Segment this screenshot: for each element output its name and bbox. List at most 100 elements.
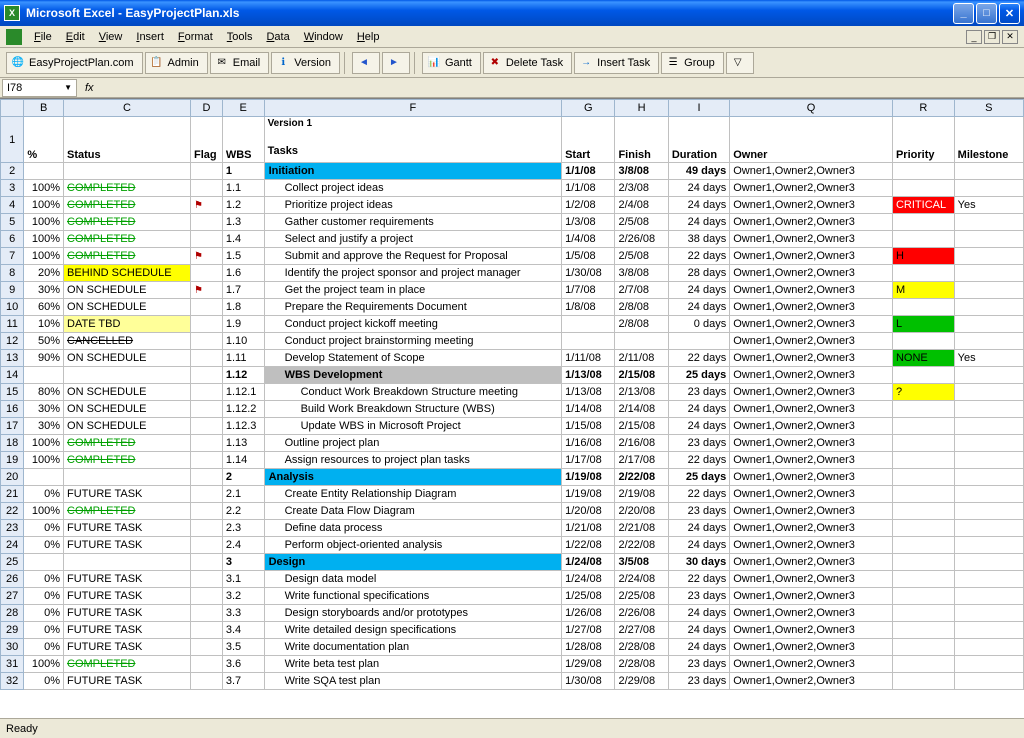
cell-owner[interactable]: Owner1,Owner2,Owner3 [730, 639, 893, 656]
cell-flag[interactable] [191, 486, 223, 503]
version-button[interactable]: ℹVersion [271, 52, 340, 74]
cell-priority[interactable] [892, 163, 954, 180]
cell-finish[interactable] [615, 333, 668, 350]
cell-finish[interactable]: 3/8/08 [615, 163, 668, 180]
row-header-20[interactable]: 20 [1, 469, 24, 486]
cell-owner[interactable]: Owner1,Owner2,Owner3 [730, 384, 893, 401]
cell-finish[interactable]: 2/3/08 [615, 180, 668, 197]
cell-start[interactable]: 1/19/08 [562, 469, 615, 486]
sheet-header-wbs[interactable]: WBS [222, 117, 264, 163]
cell-status[interactable]: COMPLETED [64, 214, 191, 231]
select-all-corner[interactable] [1, 100, 24, 117]
cell-finish[interactable]: 3/8/08 [615, 265, 668, 282]
cell-priority[interactable]: H [892, 248, 954, 265]
cell-priority[interactable] [892, 435, 954, 452]
cell-priority[interactable] [892, 605, 954, 622]
sheet-header-flag[interactable]: Flag [191, 117, 223, 163]
cell-status[interactable]: ON SCHEDULE [64, 401, 191, 418]
cell-task[interactable]: Write SQA test plan [264, 673, 562, 690]
sheet-header-priority[interactable]: Priority [892, 117, 954, 163]
cell-owner[interactable]: Owner1,Owner2,Owner3 [730, 605, 893, 622]
cell-duration[interactable]: 24 days [668, 282, 729, 299]
cell-milestone[interactable] [954, 265, 1023, 282]
name-box[interactable]: I78 ▼ [2, 79, 77, 97]
cell-duration[interactable]: 24 days [668, 401, 729, 418]
cell-start[interactable]: 1/30/08 [562, 673, 615, 690]
cell-owner[interactable]: Owner1,Owner2,Owner3 [730, 316, 893, 333]
cell-flag[interactable] [191, 299, 223, 316]
cell-priority[interactable] [892, 554, 954, 571]
cell-start[interactable]: 1/24/08 [562, 554, 615, 571]
cell-duration[interactable]: 22 days [668, 571, 729, 588]
cell-status[interactable]: COMPLETED [64, 248, 191, 265]
cell-start[interactable]: 1/27/08 [562, 622, 615, 639]
cell-pct[interactable]: 30% [24, 282, 64, 299]
cell-pct[interactable]: 10% [24, 316, 64, 333]
cell-pct[interactable]: 30% [24, 401, 64, 418]
cell-pct[interactable]: 100% [24, 180, 64, 197]
spreadsheet-grid[interactable]: BCDEFGHIQRS1%StatusFlagWBSVersion 1Tasks… [0, 98, 1024, 732]
cell-status[interactable]: DATE TBD [64, 316, 191, 333]
cell-wbs[interactable]: 1 [222, 163, 264, 180]
cell-status[interactable]: FUTURE TASK [64, 520, 191, 537]
row-header-2[interactable]: 2 [1, 163, 24, 180]
cell-duration[interactable]: 24 days [668, 605, 729, 622]
cell-task[interactable]: Write beta test plan [264, 656, 562, 673]
cell-status[interactable]: ON SCHEDULE [64, 418, 191, 435]
cell-task[interactable]: Conduct project kickoff meeting [264, 316, 562, 333]
cell-priority[interactable] [892, 401, 954, 418]
cell-task[interactable]: Design storyboards and/or prototypes [264, 605, 562, 622]
cell-status[interactable] [64, 554, 191, 571]
cell-finish[interactable]: 2/26/08 [615, 605, 668, 622]
cell-status[interactable]: CANCELLED [64, 333, 191, 350]
col-header-G[interactable]: G [562, 100, 615, 117]
cell-status[interactable]: FUTURE TASK [64, 537, 191, 554]
cell-pct[interactable]: 0% [24, 673, 64, 690]
cell-pct[interactable]: 100% [24, 248, 64, 265]
cell-owner[interactable]: Owner1,Owner2,Owner3 [730, 367, 893, 384]
cell-wbs[interactable]: 1.9 [222, 316, 264, 333]
cell-task[interactable]: Gather customer requirements [264, 214, 562, 231]
cell-owner[interactable]: Owner1,Owner2,Owner3 [730, 622, 893, 639]
cell-wbs[interactable]: 2 [222, 469, 264, 486]
cell-flag[interactable] [191, 435, 223, 452]
row-header-8[interactable]: 8 [1, 265, 24, 282]
sheet-header-tasks[interactable]: Version 1Tasks [264, 117, 562, 163]
cell-flag[interactable] [191, 452, 223, 469]
cell-task[interactable]: Write functional specifications [264, 588, 562, 605]
col-header-R[interactable]: R [892, 100, 954, 117]
cell-finish[interactable]: 2/29/08 [615, 673, 668, 690]
cell-owner[interactable]: Owner1,Owner2,Owner3 [730, 435, 893, 452]
cell-duration[interactable]: 38 days [668, 231, 729, 248]
cell-task[interactable]: Build Work Breakdown Structure (WBS) [264, 401, 562, 418]
cell-status[interactable]: FUTURE TASK [64, 605, 191, 622]
cell-wbs[interactable]: 3.2 [222, 588, 264, 605]
cell-finish[interactable]: 2/22/08 [615, 469, 668, 486]
cell-status[interactable]: FUTURE TASK [64, 571, 191, 588]
row-header-4[interactable]: 4 [1, 197, 24, 214]
cell-start[interactable]: 1/24/08 [562, 571, 615, 588]
cell-wbs[interactable]: 3.6 [222, 656, 264, 673]
cell-flag[interactable] [191, 231, 223, 248]
cell-start[interactable]: 1/7/08 [562, 282, 615, 299]
cell-priority[interactable] [892, 367, 954, 384]
cell-status[interactable]: COMPLETED [64, 435, 191, 452]
cell-pct[interactable]: 60% [24, 299, 64, 316]
doc-restore-button[interactable]: ❐ [984, 30, 1000, 44]
cell-priority[interactable] [892, 520, 954, 537]
admin-button[interactable]: 📋Admin [145, 52, 208, 74]
cell-priority[interactable] [892, 452, 954, 469]
menu-data[interactable]: Data [260, 29, 295, 45]
cell-start[interactable]: 1/4/08 [562, 231, 615, 248]
cell-finish[interactable]: 2/5/08 [615, 248, 668, 265]
cell-owner[interactable]: Owner1,Owner2,Owner3 [730, 180, 893, 197]
row-header-32[interactable]: 32 [1, 673, 24, 690]
cell-owner[interactable]: Owner1,Owner2,Owner3 [730, 333, 893, 350]
cell-milestone[interactable] [954, 316, 1023, 333]
cell-duration[interactable]: 24 days [668, 520, 729, 537]
doc-close-button[interactable]: ✕ [1002, 30, 1018, 44]
cell-task[interactable]: Write detailed design specifications [264, 622, 562, 639]
cell-flag[interactable] [191, 639, 223, 656]
row-header-25[interactable]: 25 [1, 554, 24, 571]
row-header-19[interactable]: 19 [1, 452, 24, 469]
